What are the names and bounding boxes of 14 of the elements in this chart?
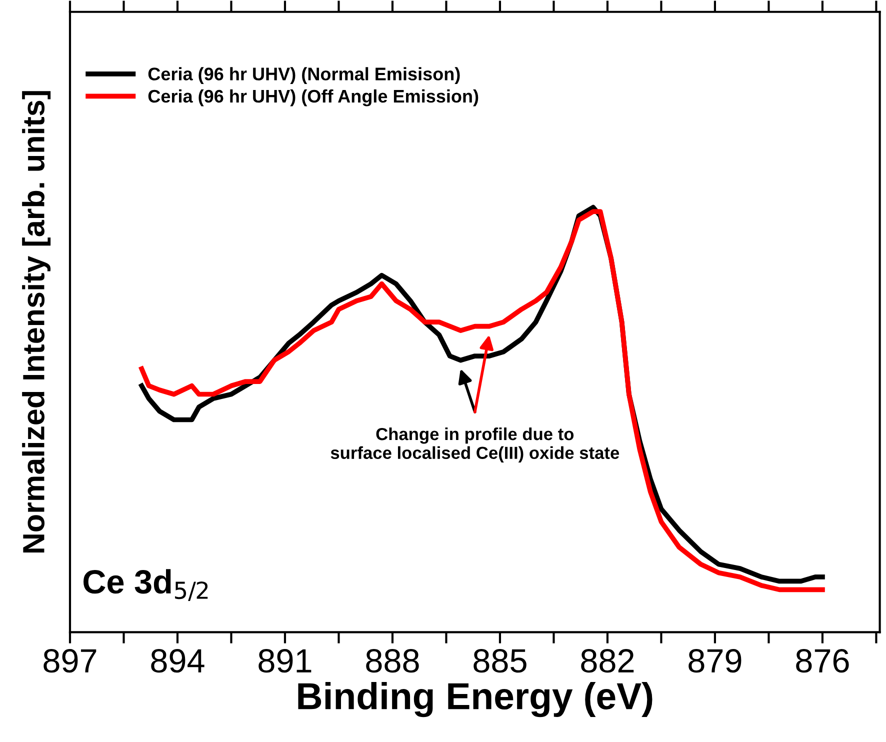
y-axis-title: Normalized Intensity [arb. units] — [22, 91, 51, 553]
x-tick-label: 894 — [151, 649, 204, 673]
x-tick-label: 891 — [258, 649, 312, 673]
x-tick-label: 882 — [581, 649, 634, 673]
x-tick-label: 879 — [688, 649, 742, 673]
x-tick-label: 888 — [366, 649, 419, 673]
x-tick-label: 885 — [474, 649, 526, 673]
x-tick-label: 876 — [796, 649, 849, 673]
annotation: Change in profile due to surface localised Ce(III) oxide state — [330, 427, 620, 462]
legend-label: Ceria (96 hr UHV) (Off Angle Emission) — [148, 89, 478, 106]
x-axis-title: Binding Energy (eV) — [298, 682, 652, 718]
legend-label: Ceria (96 hr UHV) (Normal Emisison) — [148, 67, 460, 84]
annotation: Ce 3d$_{5/2}$ — [84, 569, 208, 601]
x-tick-label: 897 — [44, 649, 96, 673]
